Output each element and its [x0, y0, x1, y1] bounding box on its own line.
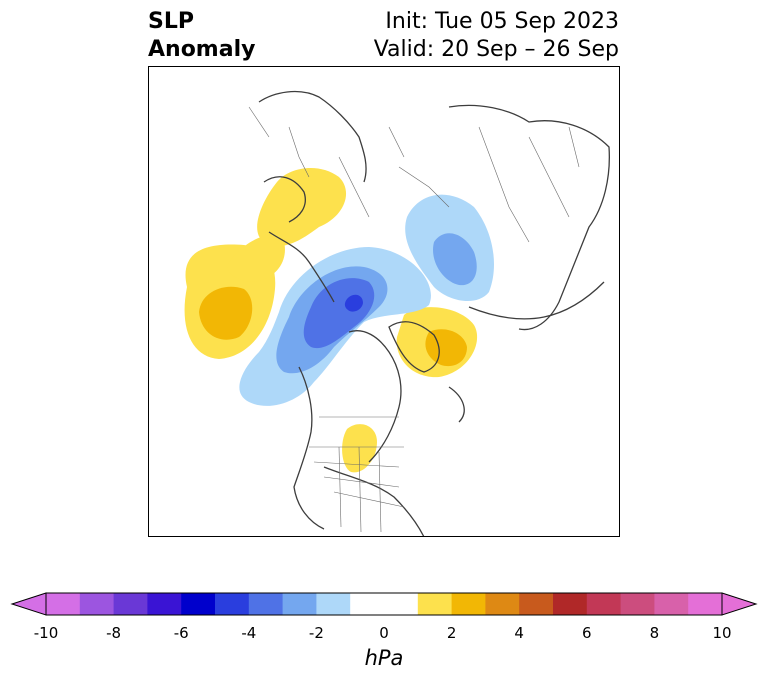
- colorbar-tick-label: 0: [379, 624, 389, 642]
- colorbar-tick-label: 6: [582, 624, 592, 642]
- colorbar-segment: [688, 593, 723, 615]
- colorbar-tick-label: 2: [446, 624, 457, 642]
- colorbar-segment: [586, 593, 622, 615]
- coastlines: [258, 90, 610, 536]
- anomaly-fields: [184, 167, 494, 473]
- map-canvas: [184, 90, 610, 536]
- colorbar-tick-label: 4: [514, 624, 524, 642]
- colorbar-segment: [282, 593, 317, 615]
- colorbar-unit-label: hPa: [364, 646, 404, 670]
- negative-east-siberia-inner: [433, 233, 477, 286]
- colorbar-segment: [147, 593, 182, 615]
- colorbar-segment: [248, 593, 284, 615]
- colorbar-segment: [620, 593, 655, 615]
- map-title-variable: SLP Anomaly: [148, 8, 255, 64]
- colorbar-tick-label: -10: [33, 624, 59, 642]
- colorbar-segment: [181, 593, 216, 615]
- colorbar-segment: [46, 593, 81, 615]
- title-line-anomaly: Anomaly: [148, 37, 256, 62]
- colorbar-tick-label: -8: [106, 624, 122, 642]
- colorbar-segment: [215, 593, 250, 615]
- polar-map: [148, 66, 620, 537]
- colorbar-tick-labels: -10 -8 -6 -4 -2 0 2 4 6 8 10: [0, 624, 768, 644]
- map-title-dates: Init: Tue 05 Sep 2023 Valid: 20 Sep – 26…: [374, 8, 619, 64]
- colorbar-segment: [553, 593, 588, 615]
- init-date-label: Init: Tue 05 Sep 2023: [385, 9, 619, 34]
- colorbar-tick-label: -4: [241, 624, 257, 642]
- colorbar-segment: [654, 593, 689, 615]
- positive-north-pacific-inner: [199, 286, 253, 340]
- colorbar-segment: [113, 593, 148, 615]
- colorbar-segment: [316, 593, 351, 615]
- colorbar-segment: [485, 593, 520, 615]
- colorbar-tick-label: -2: [308, 624, 324, 642]
- positive-scandinavia-outer: [257, 167, 347, 247]
- colorbar-extend-low: [10, 592, 47, 616]
- country-borders: [248, 106, 580, 533]
- title-line-slp: SLP: [148, 9, 194, 34]
- colorbar-border: [45, 592, 723, 616]
- negative-arctic-core: [344, 294, 363, 312]
- colorbar-extend-high: [721, 592, 758, 616]
- colorbar-segment: [451, 593, 486, 615]
- colorbar-tick-label: 10: [712, 624, 732, 642]
- colorbar-segment: [384, 593, 419, 615]
- colorbar-segment: [79, 593, 115, 615]
- colorbar-tick-label: -6: [173, 624, 189, 642]
- colorbar-segment: [350, 593, 385, 615]
- colorbar-tick-label: 8: [649, 624, 660, 642]
- positive-bridge-outer: [227, 235, 285, 282]
- positive-central-us: [342, 424, 377, 473]
- valid-date-label: Valid: 20 Sep – 26 Sep: [373, 37, 619, 62]
- colorbar-segment: [417, 593, 453, 615]
- colorbar: [10, 592, 758, 616]
- colorbar-segment: [519, 593, 554, 615]
